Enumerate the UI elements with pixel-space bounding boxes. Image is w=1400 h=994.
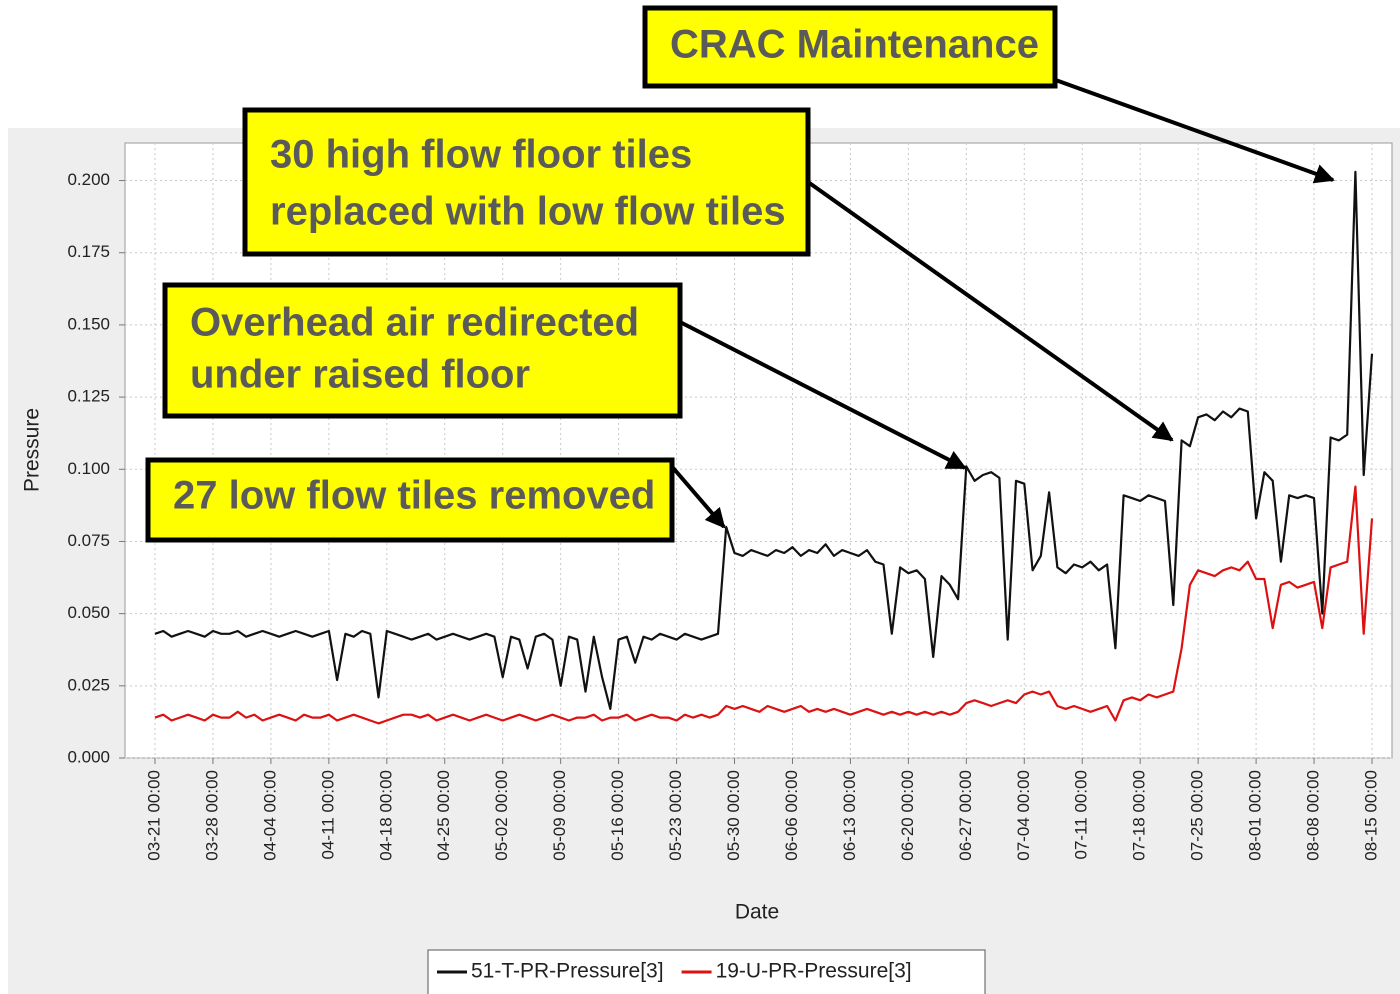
annotation-arrow [679, 320, 967, 470]
annotation-text: CRAC Maintenance [670, 23, 1039, 67]
x-tick-label: 05-16 00:00 [608, 770, 627, 861]
x-tick-label: 08-08 00:00 [1304, 770, 1323, 861]
annotation-box [242, 107, 811, 257]
annotation-box [162, 282, 683, 419]
annotation-text: replaced with low flow tiles [270, 190, 786, 234]
x-tick-label: 07-11 00:00 [1072, 770, 1091, 859]
x-tick-label: 05-02 00:00 [492, 770, 511, 861]
annotation-arrow [806, 180, 1174, 442]
x-tick-label: 03-21 00:00 [144, 770, 163, 861]
y-tick-label: 0.050 [67, 603, 110, 622]
x-tick-label: 04-18 00:00 [376, 770, 395, 861]
x-axis-label: Date [735, 901, 779, 924]
x-tick-label: 03-28 00:00 [202, 770, 221, 861]
x-tick-label: 05-23 00:00 [666, 770, 685, 861]
x-tick-label: 06-27 00:00 [956, 770, 975, 861]
x-tick-label: 06-13 00:00 [840, 770, 859, 861]
y-axis-label: Pressure [21, 408, 44, 492]
y-tick-label: 0.075 [67, 531, 110, 550]
series-line [154, 170, 1374, 710]
annotation-arrow [666, 460, 726, 529]
annotation-text: 27 low flow tiles removed [173, 474, 655, 518]
x-tick-label: 07-25 00:00 [1188, 770, 1207, 861]
annotation-arrow [1049, 76, 1335, 184]
legend-label: 51-T-PR-Pressure[3] [471, 960, 664, 983]
annotation-text: 30 high flow floor tiles [270, 133, 692, 177]
x-tick-label: 08-01 00:00 [1246, 770, 1265, 861]
annotation-text: under raised floor [190, 353, 530, 397]
annotation-box [642, 5, 1058, 89]
legend-label: 19-U-PR-Pressure[3] [716, 960, 912, 983]
y-tick-label: 0.025 [67, 675, 110, 694]
x-tick-label: 05-30 00:00 [724, 770, 743, 861]
x-tick-label: 04-25 00:00 [434, 770, 453, 861]
y-tick-label: 0.100 [67, 459, 110, 478]
annotation-text: Overhead air redirected [190, 301, 639, 345]
y-tick-label: 0.200 [67, 170, 110, 189]
x-tick-label: 04-04 00:00 [260, 770, 279, 861]
x-tick-label: 05-09 00:00 [550, 770, 569, 861]
series-line [154, 485, 1374, 725]
x-tick-label: 07-18 00:00 [1130, 770, 1149, 861]
x-tick-label: 08-15 00:00 [1361, 770, 1380, 861]
y-tick-label: 0.175 [67, 242, 110, 261]
y-tick-label: 0.150 [67, 314, 110, 333]
x-tick-label: 06-20 00:00 [898, 770, 917, 861]
annotation-box [145, 457, 675, 543]
x-tick-label: 04-11 00:00 [318, 770, 337, 859]
y-tick-label: 0.000 [67, 747, 110, 766]
x-tick-label: 07-04 00:00 [1014, 770, 1033, 861]
y-tick-label: 0.125 [67, 387, 110, 406]
x-tick-label: 06-06 00:00 [782, 770, 801, 861]
